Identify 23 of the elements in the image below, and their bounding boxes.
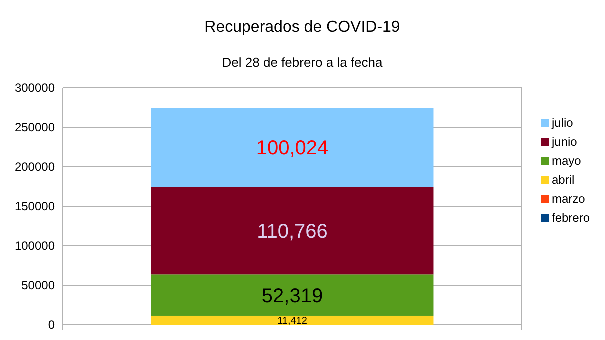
data-label: 110,766: [257, 220, 328, 243]
legend-label: mayo: [552, 154, 582, 168]
legend-label: julio: [551, 116, 574, 130]
y-tick-label: 100000: [14, 239, 56, 254]
chart-title: Recuperados de COVID-19: [204, 19, 400, 36]
bar: [151, 316, 434, 325]
legend-label: junio: [551, 135, 578, 150]
legend-label: febrero: [552, 211, 590, 226]
y-tick-label: 50000: [22, 278, 56, 293]
bar: [151, 187, 434, 275]
legend-label: marzo: [552, 192, 586, 206]
data-label: 52,319: [262, 285, 324, 308]
y-tick-label: 0: [48, 318, 56, 332]
y-tick-label: 200000: [14, 160, 56, 174]
y-tick-label: 300000: [14, 81, 56, 96]
data-label: 100,024: [256, 138, 329, 160]
chart-subtitle: Del 28 de febrero a la fecha: [222, 55, 384, 70]
bar: [151, 274, 434, 316]
bar: [151, 108, 434, 188]
y-tick-label: 250000: [14, 120, 56, 135]
legend-label: abril: [552, 173, 575, 188]
y-tick-label: 150000: [14, 200, 56, 214]
data-label: 11,412: [278, 316, 308, 327]
